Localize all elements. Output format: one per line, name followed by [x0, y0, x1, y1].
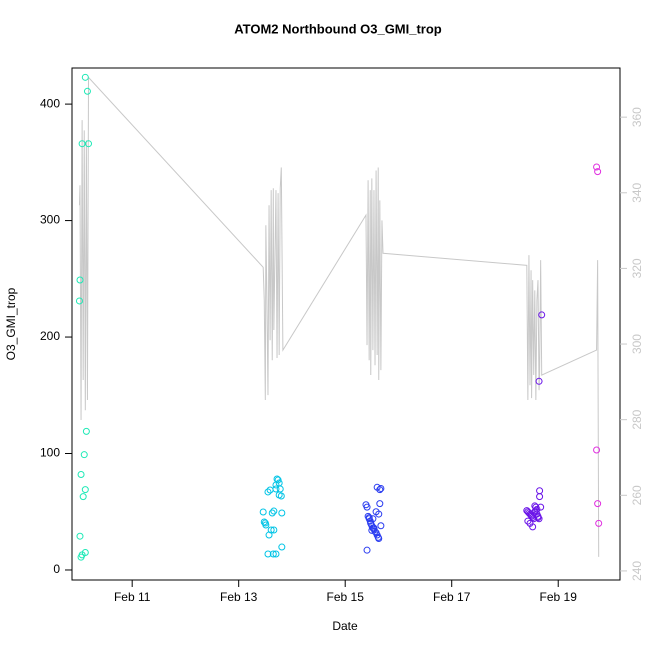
data-point	[278, 543, 286, 551]
x-tick-label: Feb 19	[540, 590, 578, 604]
y2-tick-label: 240	[630, 561, 644, 581]
data-point	[265, 531, 273, 539]
data-point	[264, 550, 272, 558]
data-point	[536, 487, 544, 495]
data-point	[532, 503, 540, 511]
y2-tick-label: 360	[630, 107, 644, 127]
data-point	[75, 297, 83, 305]
data-point	[264, 488, 272, 496]
data-point	[77, 470, 85, 478]
data-point	[534, 514, 542, 522]
data-point	[77, 553, 85, 561]
data-point	[262, 521, 270, 529]
data-point	[377, 484, 385, 492]
data-point	[82, 427, 90, 435]
data-point	[274, 476, 282, 484]
data-point	[594, 168, 602, 176]
data-point	[80, 451, 88, 459]
data-point	[375, 535, 383, 543]
data-point	[376, 486, 384, 494]
data-point	[532, 507, 540, 515]
x-tick-label: Feb 17	[433, 590, 471, 604]
y-tick-label: 100	[40, 446, 60, 460]
data-point	[529, 523, 537, 531]
data-point	[273, 475, 281, 483]
x-axis-title: Date	[332, 619, 358, 633]
x-tick-label: Feb 15	[327, 590, 365, 604]
data-point	[593, 446, 601, 454]
y2-tick-label: 260	[630, 485, 644, 505]
y2-tick-label: 280	[630, 409, 644, 429]
data-point	[371, 528, 379, 536]
y-tick-label: 0	[53, 562, 60, 576]
data-point	[79, 493, 87, 501]
y-tick-label: 400	[40, 96, 60, 110]
data-point	[367, 519, 375, 527]
data-point	[81, 73, 89, 81]
data-point	[363, 546, 371, 554]
plot-frame	[71, 67, 621, 581]
y2-tick-label: 300	[630, 334, 644, 354]
data-point	[524, 517, 532, 525]
data-point	[259, 508, 267, 516]
data-point	[83, 87, 91, 95]
data-point	[594, 500, 602, 508]
data-point	[372, 508, 380, 516]
data-point	[275, 479, 283, 487]
y-tick-label: 300	[40, 213, 60, 227]
data-point	[268, 509, 276, 517]
y2-tick-label: 340	[630, 182, 644, 202]
data-point	[363, 503, 371, 511]
data-point	[270, 507, 278, 515]
data-point	[537, 503, 545, 511]
data-point	[535, 377, 543, 385]
data-point	[76, 276, 84, 284]
data-point	[269, 550, 277, 558]
data-point	[370, 524, 378, 532]
data-point	[536, 493, 544, 501]
data-point	[535, 515, 543, 523]
data-point	[368, 526, 376, 534]
y2-tick-label: 320	[630, 258, 644, 278]
data-point	[272, 485, 280, 493]
y-tick-label: 200	[40, 329, 60, 343]
data-point	[376, 500, 384, 508]
x-tick-label: Feb 13	[220, 590, 258, 604]
data-point	[278, 509, 286, 517]
x-tick-label: Feb 11	[114, 590, 151, 604]
data-point	[272, 550, 280, 558]
data-point	[81, 486, 89, 494]
data-point	[538, 311, 546, 319]
y-axis-title: O3_GMI_trop	[4, 287, 18, 360]
data-point	[85, 140, 93, 148]
data-point	[76, 532, 84, 540]
data-point	[270, 526, 278, 534]
data-point	[276, 485, 284, 493]
data-point	[595, 519, 603, 527]
data-line	[78, 76, 600, 557]
data-point	[593, 163, 601, 171]
data-point	[277, 492, 285, 500]
chart-title: ATOM2 Northbound O3_GMI_trop	[234, 21, 442, 36]
data-point	[377, 522, 385, 530]
